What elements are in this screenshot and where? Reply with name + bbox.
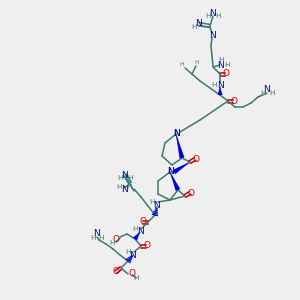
Text: N: N: [94, 230, 100, 238]
Polygon shape: [133, 232, 140, 241]
Text: N: N: [122, 170, 128, 179]
Text: N: N: [172, 128, 179, 137]
Text: N: N: [167, 167, 173, 176]
Text: N: N: [217, 80, 224, 89]
Text: H: H: [215, 13, 221, 19]
Text: H: H: [260, 90, 266, 96]
Text: H: H: [191, 24, 197, 30]
Text: O: O: [128, 269, 136, 278]
Text: H: H: [90, 235, 96, 241]
Text: N: N: [196, 20, 202, 28]
Text: H: H: [269, 90, 275, 96]
Text: H: H: [133, 275, 139, 281]
Text: O: O: [193, 154, 200, 164]
Text: O: O: [112, 236, 119, 244]
Text: N: N: [130, 250, 136, 260]
Polygon shape: [218, 87, 223, 95]
Text: N: N: [121, 185, 128, 194]
Text: H: H: [126, 184, 132, 190]
Polygon shape: [173, 162, 190, 174]
Text: H: H: [211, 82, 217, 88]
Text: H: H: [149, 199, 155, 205]
Polygon shape: [176, 134, 184, 159]
Text: H: H: [180, 62, 184, 68]
Text: N: N: [172, 130, 179, 139]
Text: H: H: [218, 57, 224, 63]
Text: N: N: [208, 32, 215, 40]
Text: H: H: [195, 61, 199, 65]
Text: N: N: [218, 61, 224, 70]
Text: H: H: [224, 62, 230, 68]
Text: N: N: [210, 8, 216, 17]
Text: H: H: [117, 175, 123, 181]
Text: N: N: [154, 200, 160, 209]
Text: N: N: [136, 227, 143, 236]
Text: N: N: [167, 167, 173, 176]
Text: H: H: [109, 240, 115, 246]
Text: O: O: [143, 242, 151, 250]
Polygon shape: [170, 172, 180, 191]
Text: O: O: [140, 218, 146, 226]
Text: H: H: [127, 175, 133, 181]
Text: H: H: [116, 184, 122, 190]
Text: N: N: [264, 85, 270, 94]
Text: H: H: [125, 249, 131, 255]
Text: H: H: [205, 13, 211, 19]
Text: O: O: [230, 97, 238, 106]
Text: H: H: [132, 226, 138, 232]
Text: O: O: [223, 70, 230, 79]
Text: H: H: [98, 235, 104, 241]
Text: O: O: [112, 268, 119, 277]
Text: O: O: [188, 190, 194, 199]
